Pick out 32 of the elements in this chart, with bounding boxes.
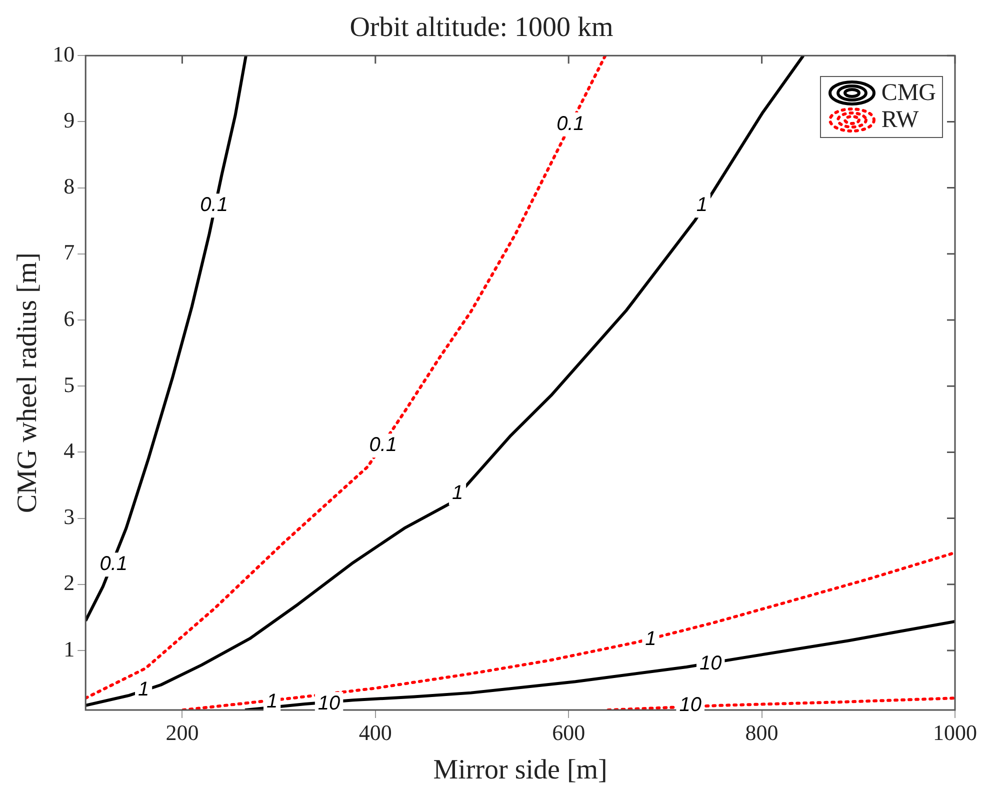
y-tick-label: 3 bbox=[64, 504, 75, 530]
annotation: 0.1 bbox=[100, 553, 128, 576]
y-tick-label: 10 bbox=[52, 41, 75, 66]
annotation: 1 bbox=[138, 678, 150, 701]
annotation: 0.1 bbox=[369, 434, 398, 456]
x-tick-label: 1000 bbox=[933, 720, 977, 745]
y-tick-label: 7 bbox=[64, 240, 75, 265]
legend-label: CMG bbox=[881, 80, 936, 107]
x-axis-title: Mirror side [m] bbox=[433, 754, 608, 786]
annotation: 1 bbox=[645, 628, 656, 650]
annotation: 10 bbox=[699, 652, 722, 674]
y-axis-title: CMG wheel radius [m] bbox=[12, 252, 44, 514]
y-tick-label: 2 bbox=[64, 570, 75, 596]
y-tick-label: 8 bbox=[64, 174, 75, 199]
legend-label: RW bbox=[881, 106, 919, 134]
x-tick-label: 400 bbox=[358, 720, 392, 745]
x-tick-label: 200 bbox=[166, 720, 199, 745]
annotation: 1 bbox=[696, 194, 708, 216]
y-tick-label: 9 bbox=[64, 107, 75, 132]
annotation: 1 bbox=[266, 690, 278, 713]
y-tick-label: 6 bbox=[64, 306, 75, 331]
y-tick-label: 4 bbox=[64, 438, 75, 463]
annotation: 10 bbox=[679, 694, 702, 716]
x-tick-label: 800 bbox=[745, 720, 778, 745]
x-tick-label: 600 bbox=[552, 720, 586, 745]
annotation: 1 bbox=[452, 482, 464, 504]
chart-title: Orbit altitude: 1000 km bbox=[350, 12, 614, 44]
y-tick-label: 1 bbox=[64, 636, 75, 662]
y-tick-label: 5 bbox=[64, 372, 75, 397]
annotation: 0.1 bbox=[556, 112, 584, 135]
annotation: 10 bbox=[318, 692, 340, 715]
annotation: 0.1 bbox=[200, 194, 228, 216]
